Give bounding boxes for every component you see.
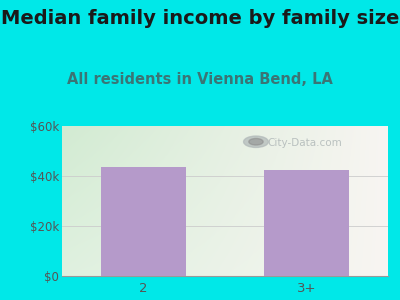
Bar [101, 167, 186, 276]
Circle shape [244, 136, 268, 147]
Text: Median family income by family size: Median family income by family size [1, 9, 399, 28]
Bar [264, 170, 349, 276]
Circle shape [249, 138, 263, 145]
Text: City-Data.com: City-Data.com [267, 138, 342, 148]
Text: All residents in Vienna Bend, LA: All residents in Vienna Bend, LA [67, 72, 333, 87]
